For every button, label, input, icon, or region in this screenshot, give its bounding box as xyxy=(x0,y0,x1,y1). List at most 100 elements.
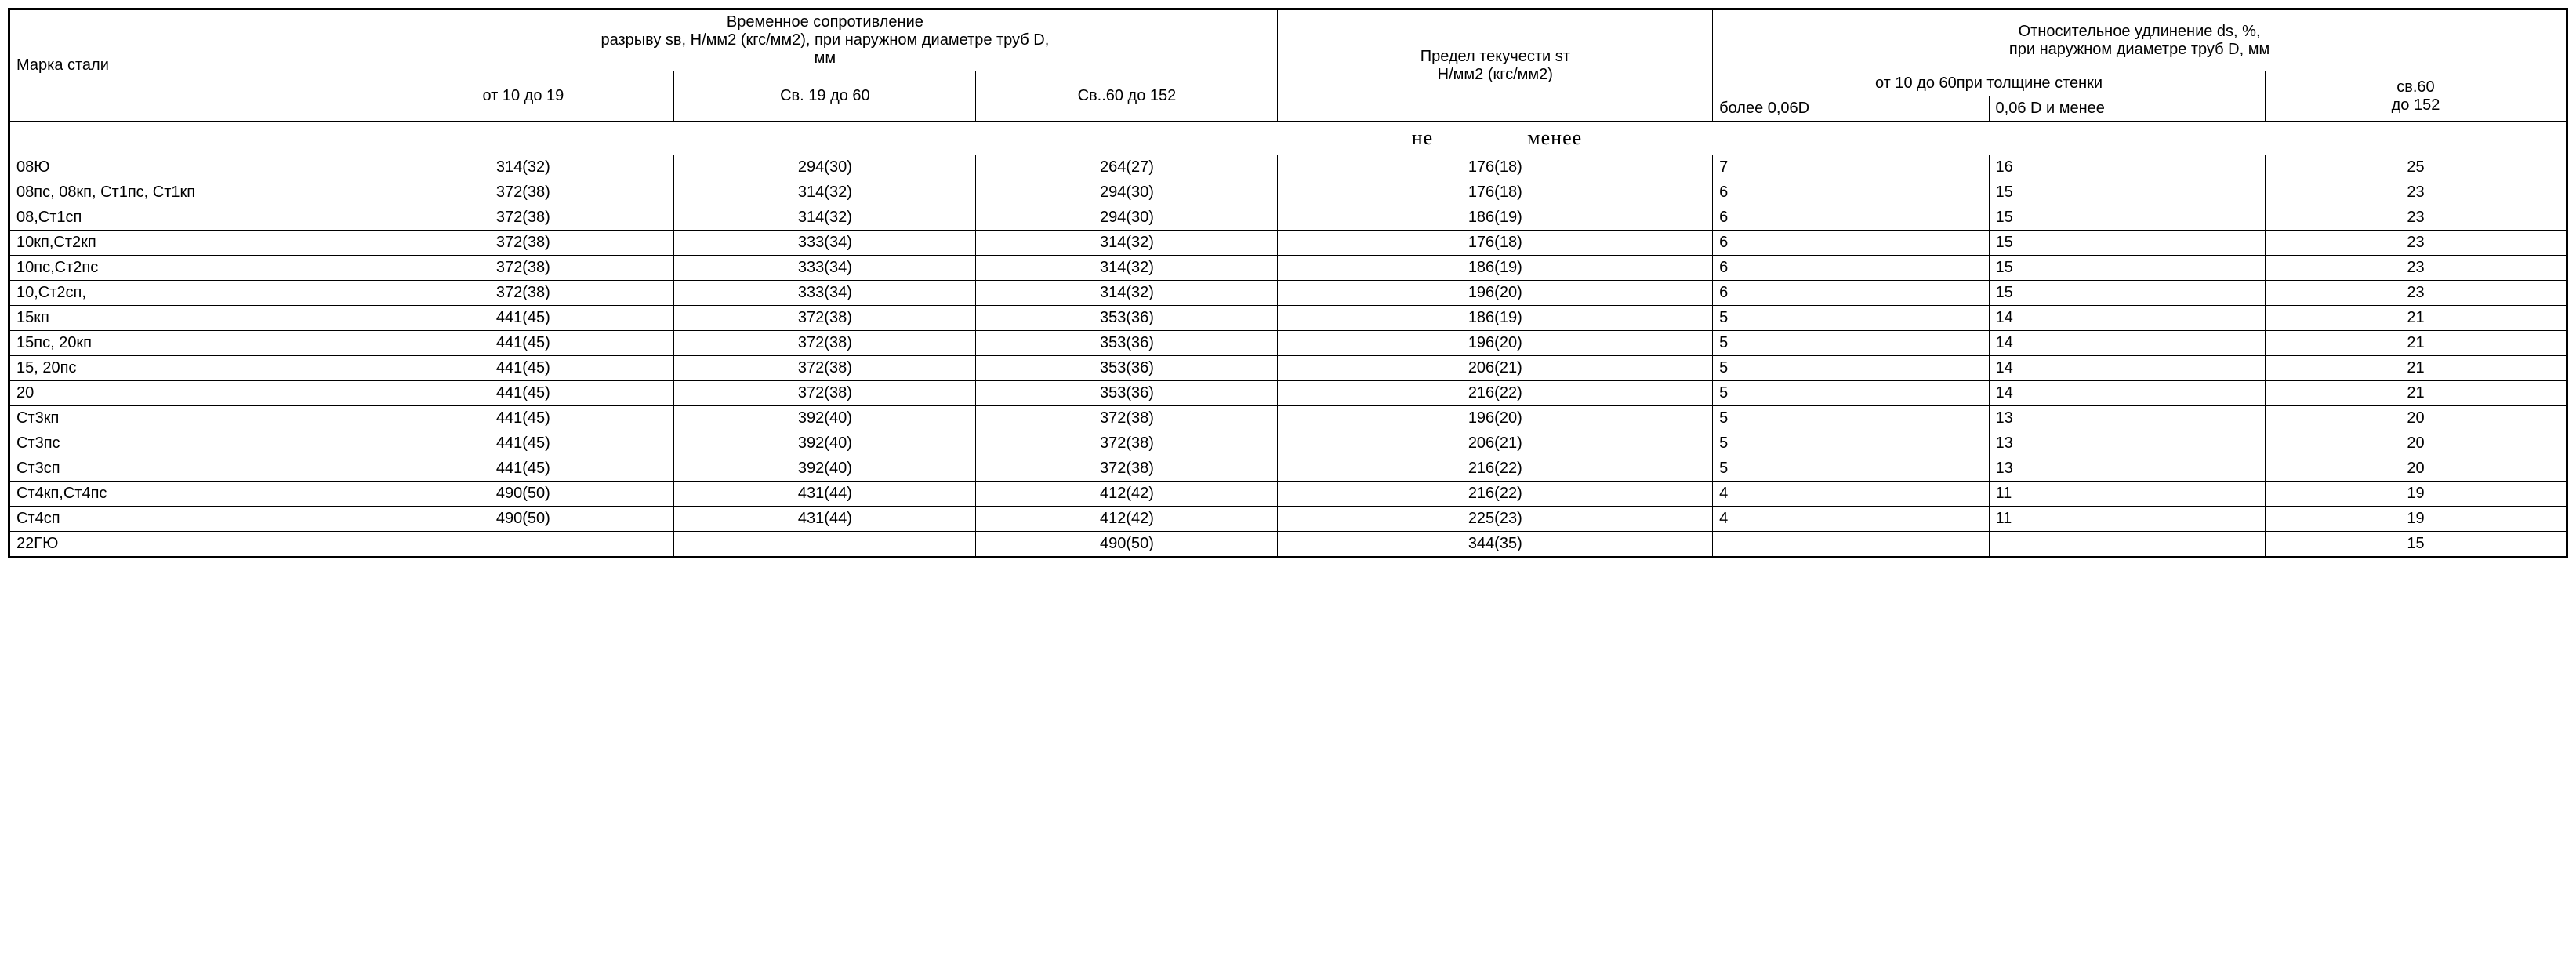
cell-grade: 10кп,Ст2кп xyxy=(9,231,372,256)
cell-yield: 216(22) xyxy=(1278,482,1713,507)
cell-yield: 206(21) xyxy=(1278,431,1713,456)
cell-tensile-0: 372(38) xyxy=(372,256,674,281)
cell-elong-0: 4 xyxy=(1713,482,1989,507)
cell-elong-2: 23 xyxy=(2265,281,2567,306)
table-row: 15кп441(45)372(38)353(36)186(19)51421 xyxy=(9,306,2567,331)
hdr-steel-grade: Марка стали xyxy=(9,9,372,122)
cell-elong-2: 21 xyxy=(2265,331,2567,356)
cell-tensile-0: 372(38) xyxy=(372,180,674,205)
cell-elong-1: 14 xyxy=(1989,381,2265,406)
cell-yield: 196(20) xyxy=(1278,406,1713,431)
table-row: 20441(45)372(38)353(36)216(22)51421 xyxy=(9,381,2567,406)
cell-tensile-0: 441(45) xyxy=(372,381,674,406)
cell-tensile-1: 294(30) xyxy=(674,155,976,180)
cell-tensile-1: 372(38) xyxy=(674,381,976,406)
cell-elong-0: 6 xyxy=(1713,231,1989,256)
cell-tensile-2: 372(38) xyxy=(976,431,1278,456)
cell-tensile-1: 372(38) xyxy=(674,356,976,381)
cell-elong-1: 15 xyxy=(1989,205,2265,231)
cell-tensile-2: 353(36) xyxy=(976,331,1278,356)
cell-tensile-2: 412(42) xyxy=(976,507,1278,532)
cell-grade: Ст3пс xyxy=(9,431,372,456)
cell-yield: 216(22) xyxy=(1278,381,1713,406)
steel-properties-table: Марка стали Временное сопротивление разр… xyxy=(8,8,2568,558)
cell-elong-0: 5 xyxy=(1713,456,1989,482)
cell-tensile-1 xyxy=(674,532,976,558)
table-row: 08,Ст1сп372(38)314(32)294(30)186(19)6152… xyxy=(9,205,2567,231)
cell-grade: 08,Ст1сп xyxy=(9,205,372,231)
hdr-elong-a1: 0,06 D и менее xyxy=(1989,96,2265,122)
table-row: Ст3сп441(45)392(40)372(38)216(22)51320 xyxy=(9,456,2567,482)
cell-elong-0: 4 xyxy=(1713,507,1989,532)
cell-yield: 186(19) xyxy=(1278,306,1713,331)
cell-tensile-2: 372(38) xyxy=(976,456,1278,482)
cell-elong-1: 13 xyxy=(1989,431,2265,456)
cell-elong-1: 15 xyxy=(1989,180,2265,205)
cell-tensile-0: 372(38) xyxy=(372,281,674,306)
cell-tensile-1: 372(38) xyxy=(674,306,976,331)
cell-elong-1: 13 xyxy=(1989,406,2265,431)
cell-yield: 196(20) xyxy=(1278,331,1713,356)
cell-elong-0: 5 xyxy=(1713,306,1989,331)
cell-tensile-1: 392(40) xyxy=(674,406,976,431)
cell-elong-1: 16 xyxy=(1989,155,2265,180)
cell-yield: 196(20) xyxy=(1278,281,1713,306)
table-row: Ст4кп,Ст4пс490(50)431(44)412(42)216(22)4… xyxy=(9,482,2567,507)
cell-tensile-0: 441(45) xyxy=(372,456,674,482)
cell-elong-0 xyxy=(1713,532,1989,558)
cell-elong-0: 5 xyxy=(1713,406,1989,431)
cell-tensile-1: 314(32) xyxy=(674,205,976,231)
cell-elong-2: 25 xyxy=(2265,155,2567,180)
cell-grade: 15пс, 20кп xyxy=(9,331,372,356)
hdr-elong-sub-a: от 10 до 60при толщине стенки xyxy=(1713,71,2266,96)
cell-elong-2: 19 xyxy=(2265,482,2567,507)
cell-tensile-2: 314(32) xyxy=(976,281,1278,306)
cell-grade: Ст3кп xyxy=(9,406,372,431)
cell-tensile-1: 372(38) xyxy=(674,331,976,356)
cell-yield: 176(18) xyxy=(1278,155,1713,180)
cell-elong-2: 21 xyxy=(2265,306,2567,331)
cell-tensile-0: 490(50) xyxy=(372,507,674,532)
cell-tensile-1: 392(40) xyxy=(674,431,976,456)
cell-elong-0: 6 xyxy=(1713,256,1989,281)
cell-tensile-2: 353(36) xyxy=(976,306,1278,331)
cell-grade: 20 xyxy=(9,381,372,406)
cell-grade: 22ГЮ xyxy=(9,532,372,558)
table-row: 10пс,Ст2пс372(38)333(34)314(32)186(19)61… xyxy=(9,256,2567,281)
cell-tensile-1: 392(40) xyxy=(674,456,976,482)
cell-tensile-0: 441(45) xyxy=(372,331,674,356)
cell-elong-2: 20 xyxy=(2265,431,2567,456)
cell-tensile-2: 353(36) xyxy=(976,381,1278,406)
table-row: 22ГЮ490(50)344(35)15 xyxy=(9,532,2567,558)
table-row: 08пс, 08кп, Ст1пс, Ст1кп372(38)314(32)29… xyxy=(9,180,2567,205)
cell-tensile-2: 353(36) xyxy=(976,356,1278,381)
cell-elong-1: 14 xyxy=(1989,356,2265,381)
cell-elong-1: 13 xyxy=(1989,456,2265,482)
cell-tensile-0: 372(38) xyxy=(372,231,674,256)
cell-elong-2: 23 xyxy=(2265,231,2567,256)
cell-elong-0: 5 xyxy=(1713,431,1989,456)
cell-elong-2: 21 xyxy=(2265,381,2567,406)
cell-tensile-0: 314(32) xyxy=(372,155,674,180)
cell-elong-1: 14 xyxy=(1989,331,2265,356)
cell-elong-1: 15 xyxy=(1989,281,2265,306)
cell-elong-1: 15 xyxy=(1989,256,2265,281)
cell-yield: 216(22) xyxy=(1278,456,1713,482)
not-less-left: не xyxy=(372,126,1480,150)
cell-yield: 186(19) xyxy=(1278,256,1713,281)
cell-elong-2: 20 xyxy=(2265,456,2567,482)
hdr-tensile-group: Временное сопротивление разрыву sв, Н/мм… xyxy=(372,9,1278,71)
cell-tensile-1: 431(44) xyxy=(674,482,976,507)
cell-elong-0: 5 xyxy=(1713,331,1989,356)
cell-elong-0: 6 xyxy=(1713,205,1989,231)
cell-yield: 206(21) xyxy=(1278,356,1713,381)
table-body: 08Ю314(32)294(30)264(27)176(18)7162508пс… xyxy=(9,155,2567,558)
cell-tensile-2: 314(32) xyxy=(976,256,1278,281)
cell-elong-1: 11 xyxy=(1989,482,2265,507)
table-row: 10,Ст2сп,372(38)333(34)314(32)196(20)615… xyxy=(9,281,2567,306)
cell-tensile-1: 333(34) xyxy=(674,256,976,281)
cell-elong-2: 15 xyxy=(2265,532,2567,558)
cell-grade: 08Ю xyxy=(9,155,372,180)
cell-elong-0: 5 xyxy=(1713,356,1989,381)
hdr-elong-a0: более 0,06D xyxy=(1713,96,1989,122)
